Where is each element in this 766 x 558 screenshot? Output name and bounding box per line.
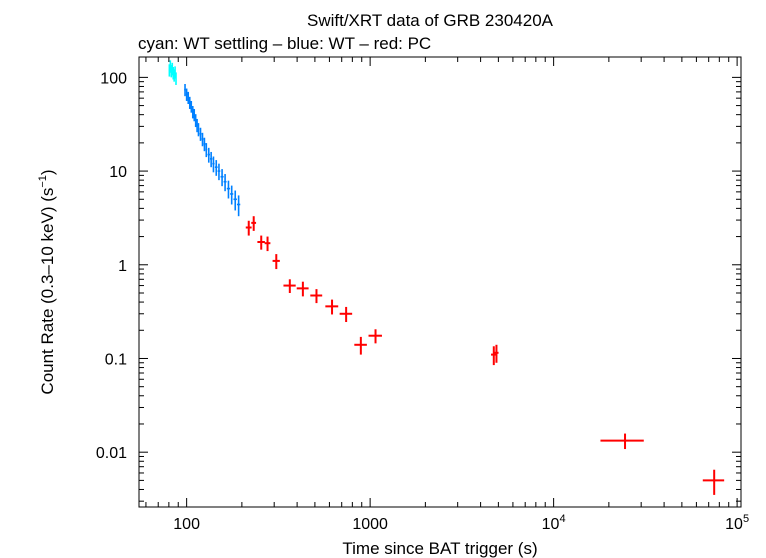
- data-point: [205, 143, 208, 158]
- y-tick-label: 0.01: [96, 445, 127, 462]
- data-point: [190, 100, 193, 113]
- data-point: [236, 195, 241, 217]
- chart-title: Swift/XRT data of GRB 230420A: [307, 11, 554, 30]
- y-axis-label-exponent: −1: [37, 175, 49, 188]
- x-tick-label: 1000: [352, 516, 388, 533]
- data-point: [199, 127, 202, 141]
- series-pc: [245, 216, 725, 495]
- data-point: [230, 185, 234, 205]
- data-point: [220, 169, 224, 187]
- data-point: [203, 137, 206, 152]
- data-point: [187, 91, 190, 104]
- y-tick-label: 1: [118, 258, 127, 275]
- data-point: [494, 344, 499, 363]
- data-point: [702, 469, 725, 495]
- x-tick-label: 104: [542, 513, 566, 533]
- data-point: [207, 147, 210, 163]
- plot-frame: [138, 56, 742, 508]
- data-point: [354, 336, 367, 355]
- data-point: [339, 306, 353, 323]
- data-point: [600, 433, 644, 450]
- data-series: [168, 60, 725, 495]
- data-point: [226, 180, 231, 199]
- chart-subtitle: cyan: WT settling – blue: WT – red: PC: [138, 34, 431, 53]
- series-wt: [184, 83, 241, 217]
- y-axis-label: Count Rate (0.3–10 keV) (s−1): [37, 169, 57, 394]
- data-point: [245, 220, 252, 236]
- data-point: [251, 216, 257, 231]
- data-point: [201, 132, 204, 147]
- data-point: [174, 66, 176, 79]
- data-point: [223, 174, 227, 192]
- data-point: [175, 72, 177, 85]
- data-point: [209, 151, 213, 168]
- y-axis-label-main: Count Rate (0.3–10 keV) (s: [38, 188, 57, 395]
- data-point: [197, 123, 200, 137]
- x-tick-label: 100: [173, 516, 200, 533]
- data-point: [193, 108, 196, 122]
- data-point: [214, 160, 218, 176]
- series-wt-settling: [168, 60, 177, 85]
- data-point: [233, 190, 237, 211]
- x-tick-labels: 100 1000 104 105: [173, 513, 749, 533]
- data-point: [368, 329, 382, 344]
- data-point: [217, 163, 221, 181]
- data-point: [264, 236, 271, 252]
- data-point: [325, 299, 339, 315]
- axis-ticks: [139, 57, 741, 507]
- y-tick-label: 0.1: [105, 351, 127, 368]
- data-point: [283, 279, 296, 293]
- data-point: [194, 114, 197, 128]
- data-point: [272, 254, 280, 270]
- data-point: [310, 289, 323, 304]
- y-tick-labels: 100 10 1 0.1 0.01: [96, 70, 127, 462]
- data-point: [196, 118, 198, 133]
- data-point: [185, 88, 188, 101]
- data-point: [191, 105, 194, 119]
- data-point: [212, 156, 215, 173]
- x-axis-label: Time since BAT trigger (s): [342, 539, 537, 558]
- y-tick-label: 100: [100, 70, 127, 87]
- data-point: [188, 96, 191, 109]
- data-point: [184, 83, 186, 97]
- x-tick-label: 105: [725, 513, 749, 533]
- data-point: [296, 281, 309, 297]
- y-tick-label: 10: [109, 164, 127, 181]
- y-axis-label-suffix: ): [38, 169, 57, 175]
- data-point: [257, 235, 265, 250]
